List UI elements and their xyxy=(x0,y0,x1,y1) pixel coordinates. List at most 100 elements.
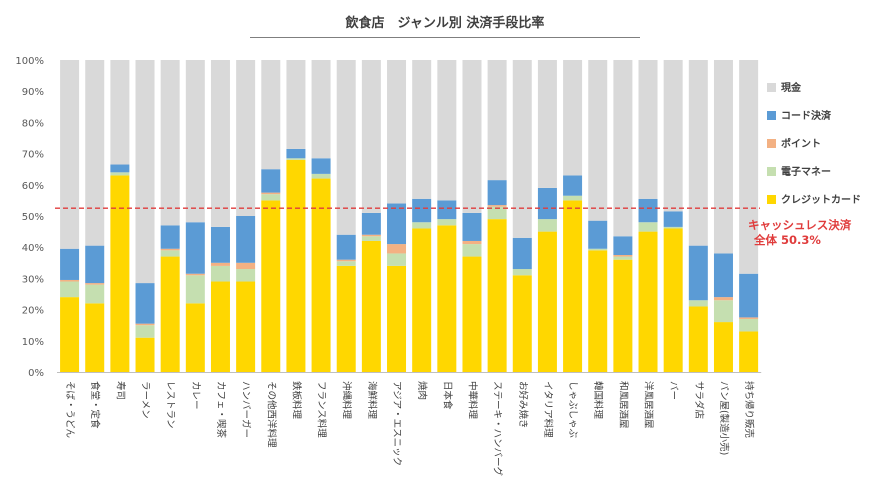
title-underline xyxy=(250,37,640,38)
bar-segment xyxy=(412,222,432,229)
bar-segment xyxy=(110,60,130,165)
legend-label: 電子マネー xyxy=(781,166,831,178)
annotation-line2: 全体 50.3% xyxy=(754,233,821,247)
x-tick-label: そば・うどん xyxy=(64,381,75,438)
bar-segment xyxy=(185,222,205,274)
bar-segment xyxy=(60,248,80,280)
y-tick-label: 20% xyxy=(22,306,44,317)
bar-segment xyxy=(739,273,759,318)
bar-segment xyxy=(739,317,759,319)
legend-label: クレジットカード xyxy=(781,194,861,206)
bar-segment xyxy=(462,212,482,241)
x-tick-label: フランス料理 xyxy=(316,381,328,438)
x-tick-label: 寿司 xyxy=(114,381,126,400)
y-tick-label: 80% xyxy=(22,118,44,129)
x-tick-label: アジア・エスニック xyxy=(391,381,402,466)
bar-segment xyxy=(336,259,356,262)
y-tick-label: 10% xyxy=(22,337,44,348)
bar-segment xyxy=(613,259,633,372)
bar-segment xyxy=(588,60,608,221)
bar-segment xyxy=(261,200,281,372)
x-tick-label: カレー xyxy=(190,381,201,410)
x-tick-label: 日本食 xyxy=(441,381,453,410)
bar-segment xyxy=(85,303,105,372)
x-tick-label: お好み焼き xyxy=(517,381,529,429)
bar-segment xyxy=(210,262,230,266)
bar-segment xyxy=(512,237,532,270)
x-tick-label: 沖縄料理 xyxy=(341,381,353,420)
bar-segment xyxy=(60,281,80,298)
bar-segment xyxy=(487,60,507,181)
bar-segment xyxy=(85,245,105,284)
bar-segment xyxy=(261,169,281,193)
bar-segment xyxy=(412,198,432,223)
legend-swatch xyxy=(767,111,776,120)
bar-segment xyxy=(60,279,80,282)
bar-segment xyxy=(688,60,708,246)
bar-segment xyxy=(739,318,759,332)
y-tick-label: 60% xyxy=(22,181,44,192)
bar-segment xyxy=(261,192,281,195)
bar-segment xyxy=(236,281,256,372)
bar-segment xyxy=(336,265,356,372)
bar-segment xyxy=(688,300,708,307)
legend-swatch xyxy=(767,167,776,176)
x-tick-label: ハンバーガー xyxy=(240,381,251,438)
bar-segment xyxy=(160,256,180,372)
bar-segment xyxy=(412,228,432,372)
bar-segment xyxy=(487,205,507,207)
bar-segment xyxy=(160,250,180,257)
chart-title: 飲食店 ジャンル別 決済手段比率 xyxy=(345,16,545,31)
bar-segment xyxy=(261,194,281,201)
bar-segment xyxy=(286,60,306,149)
y-tick-label: 90% xyxy=(22,87,44,98)
bar-segment xyxy=(261,60,281,170)
bar-segment xyxy=(210,265,230,282)
bar-segment xyxy=(185,303,205,372)
bar-segment xyxy=(537,231,557,372)
x-tick-label: カフェ・喫茶 xyxy=(215,381,227,439)
bar-segment xyxy=(311,173,331,179)
x-tick-label: イタリア料理 xyxy=(542,381,554,438)
bar-segment xyxy=(713,300,733,323)
bar-segment xyxy=(412,60,432,199)
bar-segment xyxy=(185,275,205,304)
bar-segment xyxy=(85,60,105,246)
x-tick-label: バー xyxy=(668,381,679,400)
bar-segment xyxy=(387,203,407,245)
bar-segment xyxy=(60,60,80,249)
bar-segment xyxy=(236,216,256,263)
bar-segment xyxy=(563,175,583,196)
legend-label: 現金 xyxy=(781,81,802,94)
bar-segment xyxy=(537,187,557,220)
bar-segment xyxy=(487,180,507,206)
cashless-annotation: キャッシュレス決済 全体 50.3% xyxy=(748,218,888,248)
bar-segment xyxy=(160,248,180,251)
bar-segment xyxy=(236,262,256,270)
bar-segment xyxy=(387,60,407,204)
bar-segment xyxy=(688,245,708,301)
bar-segment xyxy=(60,297,80,372)
bar-segment xyxy=(512,275,532,372)
x-tick-label: ラーメン xyxy=(140,381,151,419)
bar-segment xyxy=(613,256,633,260)
bar-segment xyxy=(437,200,457,220)
bar-segment xyxy=(713,322,733,372)
y-tick-label: 40% xyxy=(22,243,44,254)
bar-segment xyxy=(135,283,155,324)
bar-segment xyxy=(135,337,155,372)
bar-segment xyxy=(437,219,457,226)
bar-segment xyxy=(135,325,155,338)
bar-segment xyxy=(462,240,482,245)
bar-segment xyxy=(110,164,130,173)
bar-segment xyxy=(563,200,583,372)
bar-segment xyxy=(110,172,130,176)
bar-segment xyxy=(638,60,658,199)
x-tick-label: ステーキ・ハンバーグ xyxy=(492,381,504,477)
bar-segment xyxy=(286,159,306,372)
bar-segment xyxy=(638,198,658,223)
bar-segment xyxy=(487,206,507,220)
x-tick-label: サラダ店 xyxy=(693,381,705,419)
bar-segment xyxy=(336,261,356,266)
